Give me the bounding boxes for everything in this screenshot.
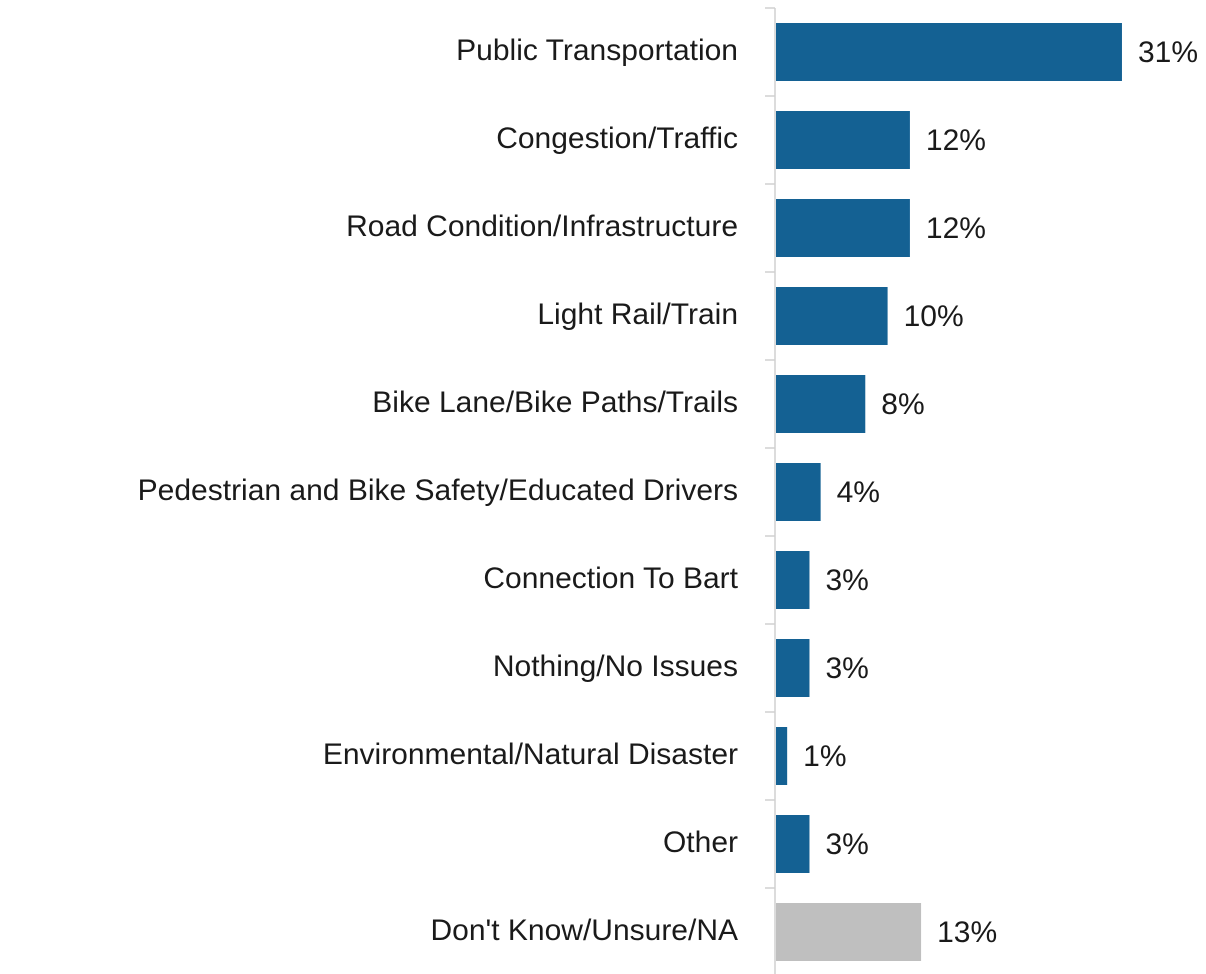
bar [776, 551, 810, 609]
category-label: Environmental/Natural Disaster [323, 738, 738, 771]
bar [776, 903, 922, 961]
bar [776, 639, 810, 697]
category-label: Bike Lane/Bike Paths/Trails [372, 386, 738, 419]
bar [776, 727, 788, 785]
bar [776, 199, 910, 257]
value-label: 13% [937, 916, 997, 949]
bar [776, 287, 888, 345]
bar [776, 463, 821, 521]
value-label: 31% [1138, 36, 1198, 69]
bar [776, 815, 810, 873]
category-label: Other [663, 826, 738, 859]
category-label: Public Transportation [456, 34, 738, 67]
value-label: 3% [825, 564, 868, 597]
value-label: 8% [881, 388, 924, 421]
bar [776, 375, 866, 433]
value-label: 10% [904, 300, 964, 333]
value-label: 1% [803, 740, 846, 773]
bar [776, 23, 1122, 81]
category-label: Congestion/Traffic [496, 122, 738, 155]
category-label: Nothing/No Issues [493, 650, 738, 683]
value-label: 3% [825, 828, 868, 861]
category-label: Light Rail/Train [537, 298, 738, 331]
category-label: Pedestrian and Bike Safety/Educated Driv… [138, 474, 738, 507]
value-label: 3% [825, 652, 868, 685]
value-label: 12% [926, 212, 986, 245]
bar [776, 111, 910, 169]
value-label: 12% [926, 124, 986, 157]
category-label: Connection To Bart [483, 562, 738, 595]
value-label: 4% [837, 476, 880, 509]
category-label: Don't Know/Unsure/NA [430, 914, 738, 947]
category-label: Road Condition/Infrastructure [346, 210, 738, 243]
